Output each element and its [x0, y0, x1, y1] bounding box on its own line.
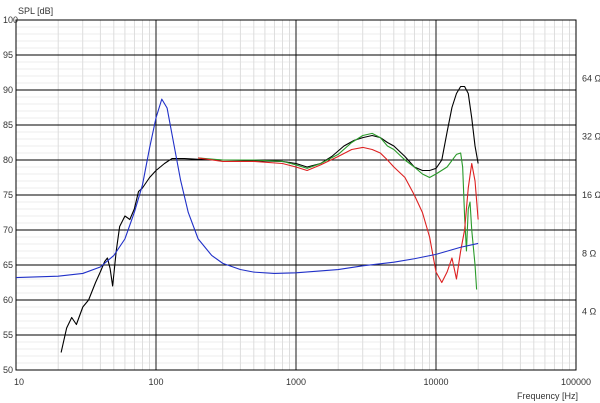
x-tick-label: 10000: [423, 377, 448, 387]
y-tick-label: 75: [3, 190, 13, 200]
y-tick-label: 85: [3, 120, 13, 130]
y2-tick-label: 8 Ω: [582, 248, 597, 258]
y-tick-label: 95: [3, 50, 13, 60]
major-grid: [15, 19, 577, 371]
series-line-2: [198, 146, 479, 284]
y2-tick-label: 64 Ω: [582, 73, 600, 83]
y-axis-label: SPL [dB]: [18, 6, 53, 16]
x-axis-label: Frequency [Hz]: [517, 391, 578, 401]
x-tick-label: 100: [148, 377, 163, 387]
x-tick-label: 100000: [561, 377, 591, 387]
y2-tick-label: 4 Ω: [582, 307, 597, 317]
y2-tick-label: 16 Ω: [582, 190, 600, 200]
y-tick-label: 50: [3, 365, 13, 375]
y-tick-label: 65: [3, 260, 13, 270]
x-tick-label: 10: [14, 377, 24, 387]
y-tick-label: 70: [3, 225, 13, 235]
y-tick-label: 80: [3, 155, 13, 165]
y-tick-label: 60: [3, 295, 13, 305]
series-group: [15, 85, 479, 353]
series-line-1: [198, 132, 478, 290]
y-tick-label: 90: [3, 85, 13, 95]
y-tick-label: 55: [3, 330, 13, 340]
y2-tick-label: 32 Ω: [582, 132, 600, 142]
y-tick-label: 100: [3, 15, 18, 25]
series-line-3: [15, 98, 479, 279]
x-tick-label: 1000: [286, 377, 306, 387]
tick-labels: 10 100 1000 10000 100000 100 95 90 85 80 75 70 65 60 5…: [3, 15, 600, 387]
